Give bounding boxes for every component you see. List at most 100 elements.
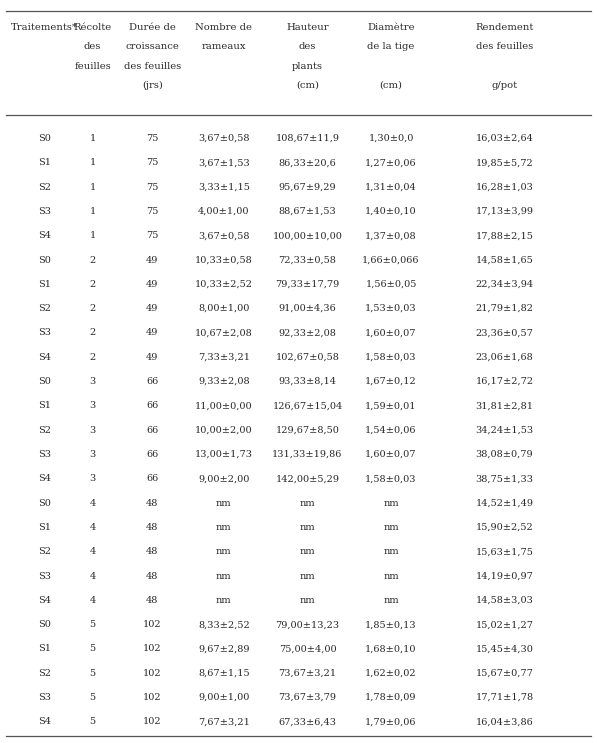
- Text: 4: 4: [90, 499, 96, 507]
- Text: 75: 75: [146, 207, 158, 216]
- Text: 75,00±4,00: 75,00±4,00: [279, 644, 336, 654]
- Text: 72,33±0,58: 72,33±0,58: [279, 256, 336, 265]
- Text: 2: 2: [90, 280, 96, 289]
- Text: 102: 102: [143, 669, 162, 678]
- Text: 8,67±1,15: 8,67±1,15: [198, 669, 250, 678]
- Text: 48: 48: [146, 596, 158, 605]
- Text: S2: S2: [38, 304, 51, 313]
- Text: S3: S3: [38, 571, 51, 580]
- Text: 15,63±1,75: 15,63±1,75: [476, 548, 533, 557]
- Text: 108,67±11,9: 108,67±11,9: [275, 134, 340, 143]
- Text: 11,00±0,00: 11,00±0,00: [195, 401, 253, 410]
- Text: 38,08±0,79: 38,08±0,79: [476, 450, 533, 459]
- Text: 49: 49: [146, 304, 158, 313]
- Text: S1: S1: [38, 280, 51, 289]
- Text: 102: 102: [143, 693, 162, 702]
- Text: S1: S1: [38, 401, 51, 410]
- Text: 1,58±0,03: 1,58±0,03: [365, 353, 417, 362]
- Text: 126,67±15,04: 126,67±15,04: [272, 401, 343, 410]
- Text: 9,00±2,00: 9,00±2,00: [198, 474, 250, 483]
- Text: 34,24±1,53: 34,24±1,53: [475, 426, 534, 435]
- Text: 66: 66: [146, 450, 158, 459]
- Text: 1,66±0,066: 1,66±0,066: [362, 256, 420, 265]
- Text: 3: 3: [90, 426, 96, 435]
- Text: 5: 5: [90, 620, 96, 629]
- Text: S0: S0: [38, 134, 51, 143]
- Text: 7,33±3,21: 7,33±3,21: [198, 353, 250, 362]
- Text: 4: 4: [90, 571, 96, 580]
- Text: 102,67±0,58: 102,67±0,58: [276, 353, 339, 362]
- Text: 4,00±1,00: 4,00±1,00: [198, 207, 250, 216]
- Text: 1,37±0,08: 1,37±0,08: [365, 231, 417, 240]
- Text: 16,04±3,86: 16,04±3,86: [476, 718, 533, 727]
- Text: 79,33±17,79: 79,33±17,79: [275, 280, 340, 289]
- Text: 3,33±1,15: 3,33±1,15: [198, 183, 250, 192]
- Text: 4: 4: [90, 548, 96, 557]
- Text: 7,67±3,21: 7,67±3,21: [198, 718, 250, 727]
- Text: 16,28±1,03: 16,28±1,03: [476, 183, 533, 192]
- Text: 2: 2: [90, 353, 96, 362]
- Text: 1,85±0,13: 1,85±0,13: [365, 620, 417, 629]
- Text: nm: nm: [300, 523, 315, 532]
- Text: 21,79±1,82: 21,79±1,82: [475, 304, 534, 313]
- Text: 131,33±19,86: 131,33±19,86: [272, 450, 343, 459]
- Text: 1,60±0,07: 1,60±0,07: [365, 328, 417, 337]
- Text: 1,62±0,02: 1,62±0,02: [365, 669, 417, 678]
- Text: S0: S0: [38, 256, 51, 265]
- Text: 5: 5: [90, 693, 96, 702]
- Text: 66: 66: [146, 426, 158, 435]
- Text: Nombre de: Nombre de: [195, 23, 253, 32]
- Text: 1,78±0,09: 1,78±0,09: [365, 693, 417, 702]
- Text: 3,67±1,53: 3,67±1,53: [198, 158, 250, 167]
- Text: S1: S1: [38, 523, 51, 532]
- Text: S4: S4: [38, 596, 51, 605]
- Text: 1: 1: [90, 207, 96, 216]
- Text: des feuilles: des feuilles: [476, 42, 533, 51]
- Text: S3: S3: [38, 693, 51, 702]
- Text: 1,60±0,07: 1,60±0,07: [365, 450, 417, 459]
- Text: 14,58±3,03: 14,58±3,03: [476, 596, 533, 605]
- Text: rameaux: rameaux: [202, 42, 246, 51]
- Text: Durée de: Durée de: [129, 23, 176, 32]
- Text: 100,00±10,00: 100,00±10,00: [272, 231, 343, 240]
- Text: Hauteur: Hauteur: [286, 23, 329, 32]
- Text: 16,17±2,72: 16,17±2,72: [475, 377, 534, 386]
- Text: 3: 3: [90, 401, 96, 410]
- Text: 10,67±2,08: 10,67±2,08: [195, 328, 253, 337]
- Text: 15,67±0,77: 15,67±0,77: [476, 669, 533, 678]
- Text: 4: 4: [90, 596, 96, 605]
- Text: 48: 48: [146, 523, 158, 532]
- Text: S0: S0: [38, 620, 51, 629]
- Text: nm: nm: [216, 499, 232, 507]
- Text: 9,33±2,08: 9,33±2,08: [198, 377, 250, 386]
- Text: des: des: [84, 42, 101, 51]
- Text: 75: 75: [146, 231, 158, 240]
- Text: 93,33±8,14: 93,33±8,14: [278, 377, 337, 386]
- Text: 10,33±0,58: 10,33±0,58: [195, 256, 253, 265]
- Text: nm: nm: [383, 499, 399, 507]
- Text: (jrs): (jrs): [142, 81, 162, 90]
- Text: 14,58±1,65: 14,58±1,65: [476, 256, 533, 265]
- Text: 92,33±2,08: 92,33±2,08: [279, 328, 336, 337]
- Text: nm: nm: [383, 571, 399, 580]
- Text: 3: 3: [90, 474, 96, 483]
- Text: plants: plants: [292, 62, 323, 71]
- Text: 10,00±2,00: 10,00±2,00: [195, 426, 253, 435]
- Text: 5: 5: [90, 644, 96, 654]
- Text: feuilles: feuilles: [74, 62, 111, 71]
- Text: 9,00±1,00: 9,00±1,00: [198, 693, 250, 702]
- Text: 73,67±3,21: 73,67±3,21: [278, 669, 337, 678]
- Text: 2: 2: [90, 328, 96, 337]
- Text: nm: nm: [383, 523, 399, 532]
- Text: 142,00±5,29: 142,00±5,29: [275, 474, 340, 483]
- Text: 9,67±2,89: 9,67±2,89: [198, 644, 250, 654]
- Text: 48: 48: [146, 571, 158, 580]
- Text: 1: 1: [90, 183, 96, 192]
- Text: Rendement: Rendement: [475, 23, 534, 32]
- Text: 49: 49: [146, 328, 158, 337]
- Text: 1,53±0,03: 1,53±0,03: [365, 304, 417, 313]
- Text: 38,75±1,33: 38,75±1,33: [475, 474, 534, 483]
- Text: 23,06±1,68: 23,06±1,68: [476, 353, 533, 362]
- Text: 129,67±8,50: 129,67±8,50: [276, 426, 339, 435]
- Text: 15,45±4,30: 15,45±4,30: [476, 644, 533, 654]
